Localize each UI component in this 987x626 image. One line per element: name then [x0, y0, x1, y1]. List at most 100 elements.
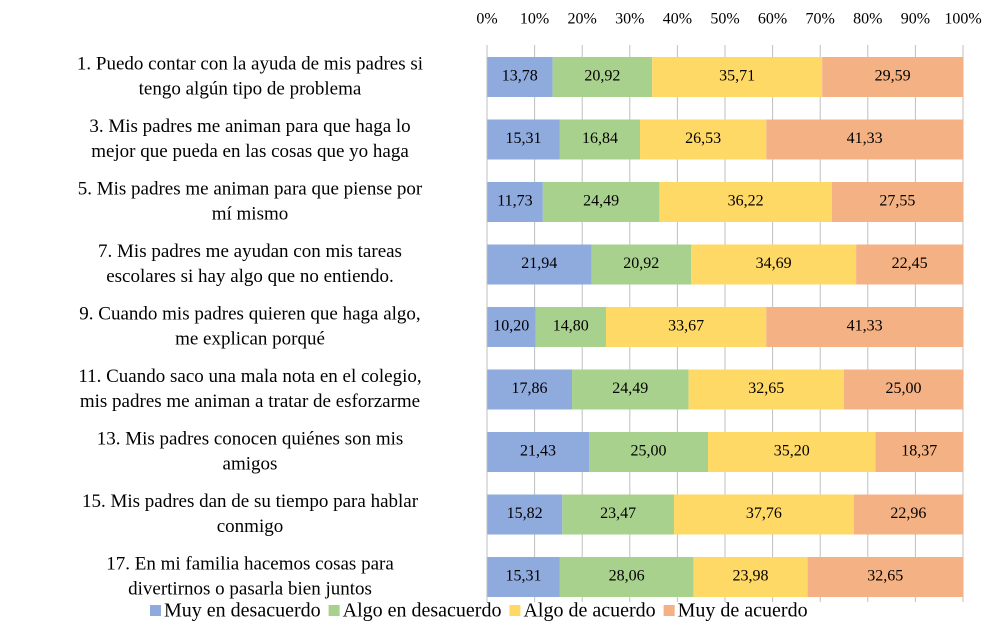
- x-tick-label: 10%: [520, 11, 549, 28]
- bar-segment: [831, 182, 963, 222]
- value-label: 36,22: [728, 193, 764, 210]
- bar-segment: [535, 307, 606, 347]
- bar-segment: [487, 244, 592, 285]
- bar-segment: [822, 57, 963, 97]
- bar-segment: [552, 57, 653, 97]
- legend-swatch: [509, 605, 521, 616]
- value-label: 18,37: [901, 443, 937, 460]
- bar-segment: [562, 494, 675, 535]
- value-label: 11,73: [497, 193, 532, 210]
- bar-segment: [856, 244, 963, 285]
- bar-segment: [640, 119, 767, 160]
- bar-segment: [542, 182, 660, 222]
- value-label: 29,59: [875, 68, 911, 85]
- category-label: 13. Mis padres conocen quiénes son mis: [97, 428, 404, 449]
- x-tick-label: 30%: [615, 11, 644, 28]
- value-label: 35,71: [719, 68, 755, 85]
- category-label: divertirnos o pasarla bien juntos: [128, 578, 372, 599]
- value-label: 15,31: [505, 130, 541, 147]
- x-tick-label: 0%: [476, 11, 497, 28]
- value-label: 41,33: [847, 130, 883, 147]
- value-label: 20,92: [623, 255, 659, 272]
- legend-swatch: [663, 605, 675, 616]
- category-label: tengo algún tipo de problema: [139, 78, 362, 99]
- category-label: 3. Mis padres me animan para que haga lo: [89, 116, 410, 137]
- bar-segment: [487, 369, 573, 410]
- value-label: 21,94: [521, 255, 557, 272]
- bar-segment: [875, 432, 963, 472]
- value-label: 23,47: [600, 505, 636, 522]
- value-label: 25,00: [631, 443, 667, 460]
- bar-segment: [844, 369, 963, 410]
- x-tick-label: 100%: [944, 11, 981, 28]
- value-label: 27,55: [879, 193, 915, 210]
- category-label: mí mismo: [212, 203, 289, 224]
- bar-segment: [487, 182, 543, 222]
- value-label: 16,84: [582, 130, 618, 147]
- bar-segment: [766, 307, 963, 347]
- bar-segment: [559, 119, 641, 160]
- value-label: 28,06: [609, 568, 645, 585]
- category-label: 17. En mi familia hacemos cosas para: [106, 553, 394, 574]
- category-label: 5. Mis padres me animan para que piense …: [78, 178, 423, 199]
- bar-segment: [674, 494, 854, 535]
- legend-label: Muy en desacuerdo: [164, 600, 321, 622]
- category-label: 9. Cuando mis padres quieren que haga al…: [79, 303, 420, 324]
- bar-segment: [591, 244, 692, 285]
- bar-segment: [606, 307, 767, 347]
- bar-segment: [659, 182, 832, 222]
- value-label: 10,20: [493, 318, 529, 335]
- value-label: 37,76: [746, 505, 782, 522]
- legend-label: Muy de acuerdo: [678, 600, 808, 622]
- x-tick-label: 20%: [568, 11, 597, 28]
- category-label: 11. Cuando saco una mala nota en el cole…: [78, 366, 421, 387]
- value-label: 24,49: [612, 380, 648, 397]
- bar-segment: [487, 57, 553, 97]
- category-label: 1. Puedo contar con la ayuda de mis padr…: [77, 53, 423, 74]
- x-tick-label: 40%: [663, 11, 692, 28]
- bar-segment: [693, 557, 808, 597]
- category-label: 15. Mis padres dan de su tiempo para hab…: [82, 491, 419, 512]
- category-label: amigos: [223, 453, 278, 474]
- category-label: mis padres me animan a tratar de esforza…: [80, 391, 420, 412]
- value-label: 41,33: [847, 318, 883, 335]
- x-tick-label: 60%: [758, 11, 787, 28]
- value-label: 20,92: [584, 68, 620, 85]
- value-label: 15,31: [505, 568, 541, 585]
- value-label: 21,43: [520, 443, 556, 460]
- bar-segment: [487, 557, 560, 597]
- bar-segment: [487, 494, 563, 535]
- value-label: 32,65: [867, 568, 903, 585]
- value-label: 26,53: [685, 130, 721, 147]
- value-label: 23,98: [733, 568, 769, 585]
- bar-segment: [487, 432, 590, 472]
- category-label: conmigo: [217, 516, 284, 537]
- x-tick-label: 80%: [853, 11, 882, 28]
- category-label: 7. Mis padres me ayudan con mis tareas: [98, 241, 402, 262]
- value-label: 34,69: [756, 255, 792, 272]
- value-label: 17,86: [512, 380, 548, 397]
- bar-segment: [691, 244, 857, 285]
- value-label: 13,78: [502, 68, 538, 85]
- category-label: mejor que pueda en las cosas que yo haga: [91, 141, 409, 162]
- bar-segment: [708, 432, 876, 472]
- bar-segment: [652, 57, 823, 97]
- bar-segment: [572, 369, 689, 410]
- bar-segment: [807, 557, 963, 597]
- value-label: 25,00: [886, 380, 922, 397]
- x-tick-label: 50%: [710, 11, 739, 28]
- bar-segment: [688, 369, 844, 410]
- value-label: 14,80: [553, 318, 589, 335]
- bar-segment: [766, 119, 964, 160]
- value-label: 22,96: [890, 505, 926, 522]
- value-label: 33,67: [668, 318, 704, 335]
- category-label: me explican porqué: [175, 328, 325, 349]
- bar-segment: [559, 557, 694, 597]
- value-label: 35,20: [774, 443, 810, 460]
- x-tick-label: 70%: [806, 11, 835, 28]
- legend-swatch: [328, 605, 340, 616]
- x-tick-label: 90%: [901, 11, 930, 28]
- bar-segment: [589, 432, 709, 472]
- value-label: 22,45: [892, 255, 928, 272]
